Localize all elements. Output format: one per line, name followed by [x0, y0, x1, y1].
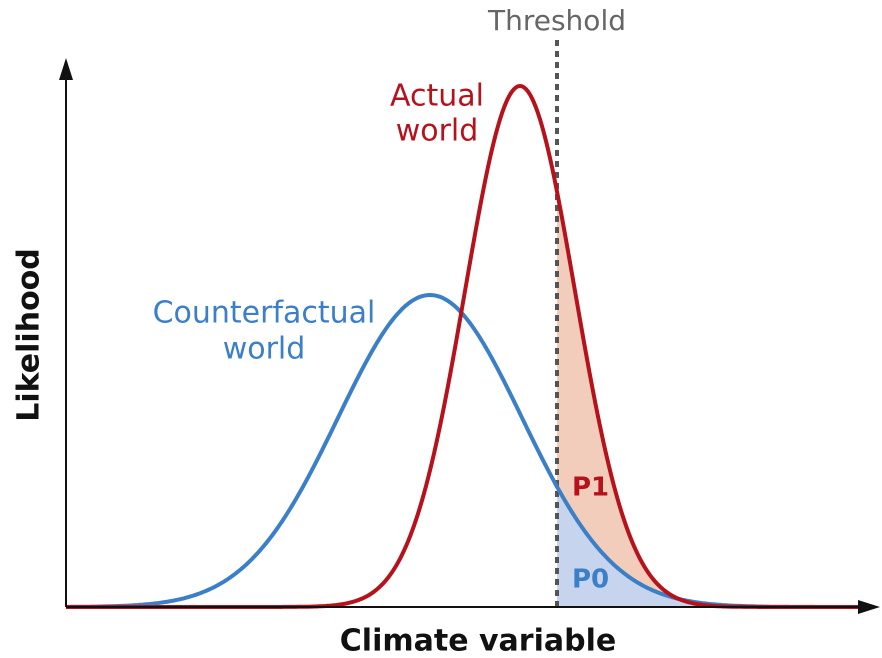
- threshold-label: Threshold: [487, 4, 626, 37]
- actual-curve: [66, 83, 866, 609]
- counterfactual-label: world: [223, 332, 306, 367]
- p0-label: P0: [572, 565, 609, 595]
- y-axis-arrow: [59, 58, 73, 80]
- x-axis-label: Climate variable: [340, 624, 616, 658]
- p1-area: [557, 191, 865, 607]
- p1-label: P1: [572, 473, 609, 503]
- actual-label: Actual: [390, 79, 484, 114]
- counterfactual-label: Counterfactual: [153, 296, 376, 331]
- actual-label: world: [396, 114, 479, 149]
- counterfactual-curve: [66, 292, 866, 609]
- p0-area: [557, 486, 866, 607]
- x-axis-arrow: [858, 600, 880, 614]
- y-axis-label: Likelihood: [12, 248, 47, 422]
